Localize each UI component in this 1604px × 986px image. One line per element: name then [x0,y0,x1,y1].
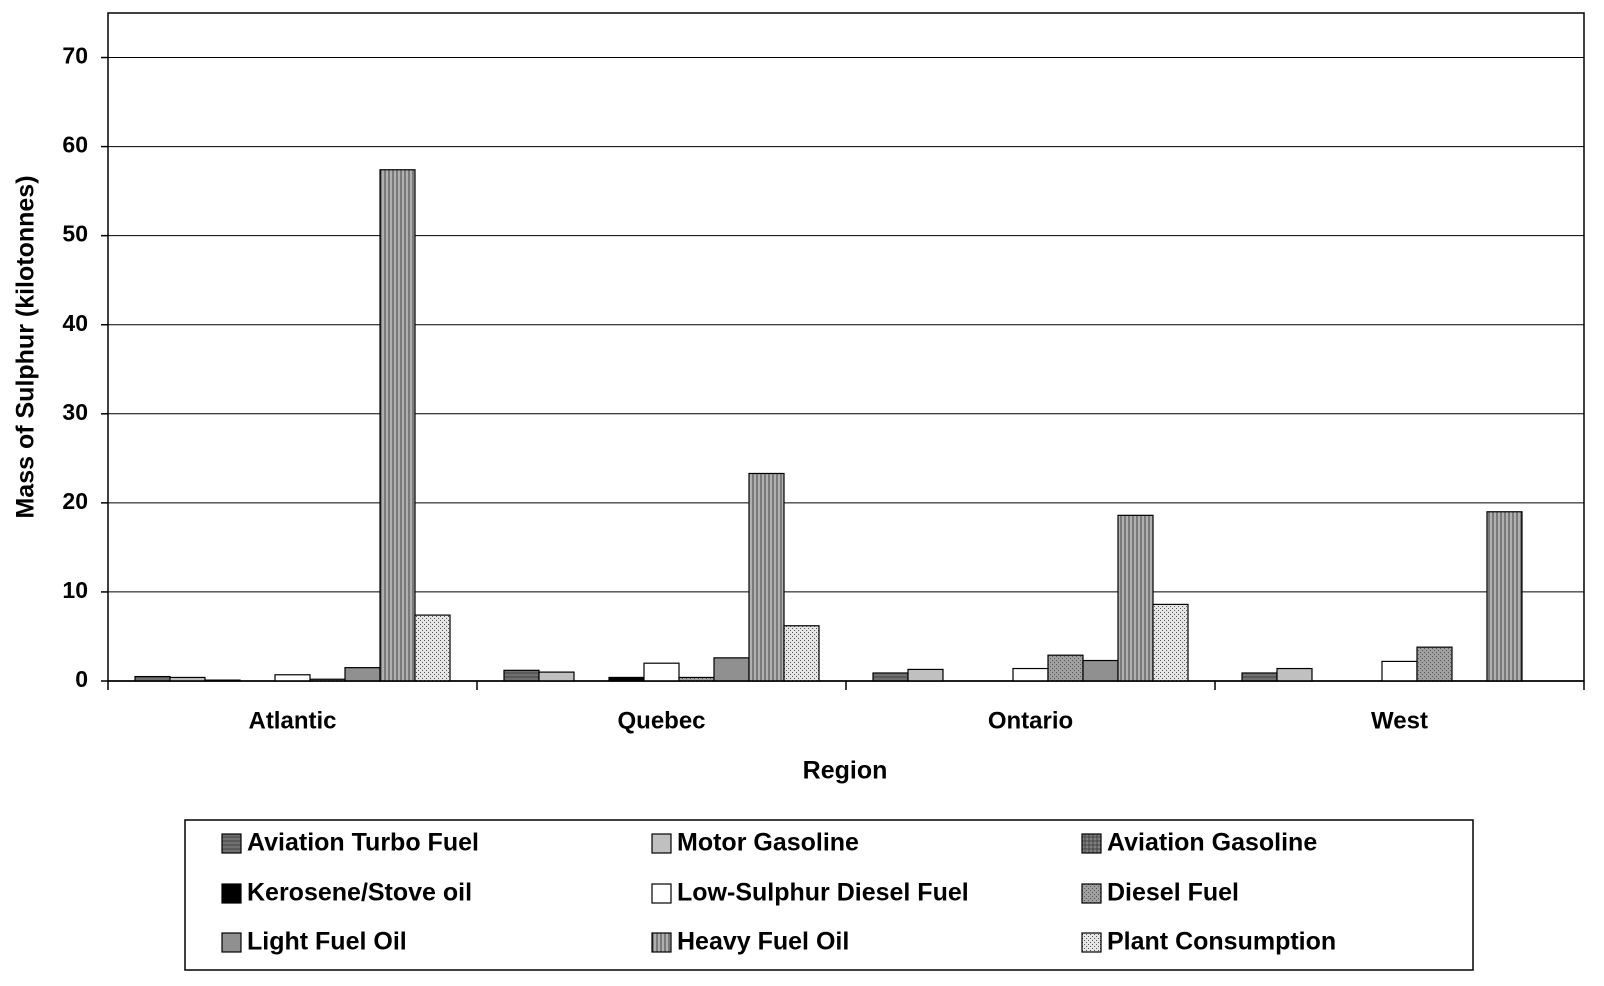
x-tick-label: Quebec [617,707,705,734]
legend-swatch [221,833,242,854]
legend-label: Plant Consumption [1107,928,1336,956]
legend-swatch [651,833,672,854]
legend-label: Aviation Turbo Fuel [247,829,479,857]
bar [274,674,311,682]
y-tick-label: 40 [62,310,88,336]
x-tick-label: West [1371,707,1428,734]
bar [379,169,416,682]
bar [643,662,680,682]
bar [503,669,540,682]
bar [538,671,575,682]
bar [1486,511,1523,682]
bar [1241,672,1278,682]
y-tick-label: 20 [62,488,88,514]
legend-swatch [651,883,672,904]
legend-swatch [1081,932,1102,953]
y-axis-title: Mass of Sulphur (kilotonnes) [12,175,40,518]
bar [1152,603,1189,682]
bar [1012,667,1049,682]
y-tick-label: 60 [62,132,88,158]
legend-swatch [1081,883,1102,904]
legend-swatch [651,932,672,953]
bar [1047,654,1084,682]
legend-label: Light Fuel Oil [247,928,407,956]
legend-swatch [1081,833,1102,854]
y-tick-label: 0 [75,666,88,692]
bar [1117,514,1154,682]
bar [872,672,909,682]
bar [907,668,944,682]
bar [748,472,785,682]
y-tick-label: 50 [62,221,88,247]
x-tick-label: Atlantic [248,707,336,734]
y-tick-label: 70 [62,43,88,69]
bar [1082,659,1119,682]
legend-swatch [221,883,242,904]
bar [1276,667,1313,682]
bar [783,625,820,682]
bar [713,657,750,682]
y-tick-label: 10 [62,577,88,603]
x-tick-label: Ontario [988,707,1073,734]
legend-label: Motor Gasoline [677,829,859,857]
bar [414,614,451,682]
legend-label: Low-Sulphur Diesel Fuel [677,879,969,907]
legend-label: Kerosene/Stove oil [247,879,472,907]
legend-box [184,819,1474,971]
legend-label: Diesel Fuel [1107,879,1239,907]
legend-label: Aviation Gasoline [1107,829,1317,857]
plot-frame [107,12,1585,682]
legend-label: Heavy Fuel Oil [677,928,849,956]
x-axis-title: Region [803,757,888,785]
bar [1381,660,1418,682]
bar [1416,646,1453,682]
bar [344,667,381,682]
legend-swatch [221,932,242,953]
y-tick-label: 30 [62,399,88,425]
